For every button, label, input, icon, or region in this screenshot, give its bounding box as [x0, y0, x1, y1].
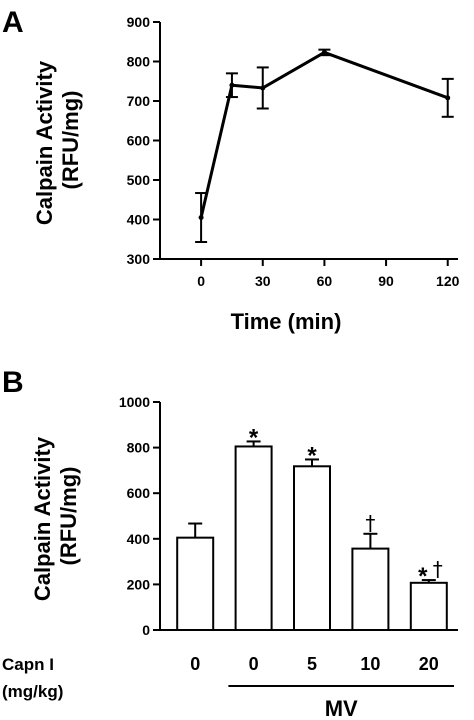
panel-a-xtick-label: 90 [378, 273, 394, 289]
mv-group-label: MV [325, 696, 358, 720]
significance-star: * [418, 563, 428, 590]
panel-b-bar [176, 536, 215, 631]
panel-a-xtick-label: 30 [255, 273, 271, 289]
panel-b-ytick-label: 800 [127, 440, 151, 456]
panel-b-bar [409, 581, 448, 632]
panel-a-ylabel: Calpain Activity (RFU/mg) [32, 55, 83, 225]
panel-a-ytick-label: 700 [127, 93, 151, 109]
panel-a-ytick-label: 400 [127, 212, 151, 228]
panel-b-category-label: 5 [307, 654, 317, 674]
panel-a-letter: A [2, 6, 24, 39]
panel-b-category-label: 0 [249, 654, 259, 674]
significance-dagger: † [365, 511, 375, 535]
panel-b-bar [234, 445, 273, 631]
panel-b-category-label: 0 [190, 654, 200, 674]
panel-b-ytick-label: 1000 [119, 394, 150, 410]
panel-b-ylabel-line1: Calpain Activity [30, 436, 55, 601]
panel-a-xtick-label: 120 [436, 273, 460, 289]
panel-b-category-label: 20 [419, 654, 439, 674]
panel-b-ylabel: Calpain Activity (RFU/mg) [30, 431, 81, 601]
panel-a-data-point [321, 49, 327, 55]
panel-a-series-line [199, 50, 449, 218]
panel-a-xlabel: Time (min) [231, 309, 342, 334]
panel-b-ytick-label: 0 [142, 622, 150, 638]
panel-a-data-point [198, 215, 204, 221]
significance-star: * [249, 424, 259, 451]
panel-a-ylabel-line1: Calpain Activity [32, 60, 57, 225]
panel-a-ytick-label: 500 [127, 172, 151, 188]
panel-b-bar-chart: Calpain Activity (RFU/mg) Capn I (mg/kg)… [2, 394, 458, 720]
panel-b-bar [293, 465, 331, 631]
significance-dagger: † [433, 557, 443, 581]
panel-a-ytick-label: 900 [127, 14, 151, 30]
panel-b-ytick-label: 200 [127, 576, 151, 592]
panel-b-ytick-label: 400 [127, 531, 151, 547]
panel-b-bar [351, 547, 390, 631]
panel-a-data-point [229, 82, 235, 88]
panel-a-data-point [260, 85, 266, 91]
panel-a-ytick-label: 800 [127, 54, 151, 70]
panel-a-ytick-label: 300 [127, 251, 151, 267]
capn-row-label-line2: (mg/kg) [2, 682, 63, 701]
panel-a-ylabel-line2: (RFU/mg) [58, 91, 83, 190]
panel-a-xtick-label: 60 [317, 273, 333, 289]
panel-a-xtick-label: 0 [197, 273, 205, 289]
panel-a-ytick-label: 600 [127, 133, 151, 149]
panel-b-category-label: 10 [360, 654, 380, 674]
significance-star: * [307, 442, 317, 469]
capn-row-label-line1: Capn I [2, 655, 54, 674]
panel-a-data-point [445, 95, 451, 101]
panel-a-line-chart: Calpain Activity (RFU/mg) Time (min) 300… [32, 14, 460, 334]
panel-b-ytick-label: 600 [127, 485, 151, 501]
panel-b-ylabel-line2: (RFU/mg) [56, 467, 81, 566]
panel-b-letter: B [2, 366, 24, 399]
